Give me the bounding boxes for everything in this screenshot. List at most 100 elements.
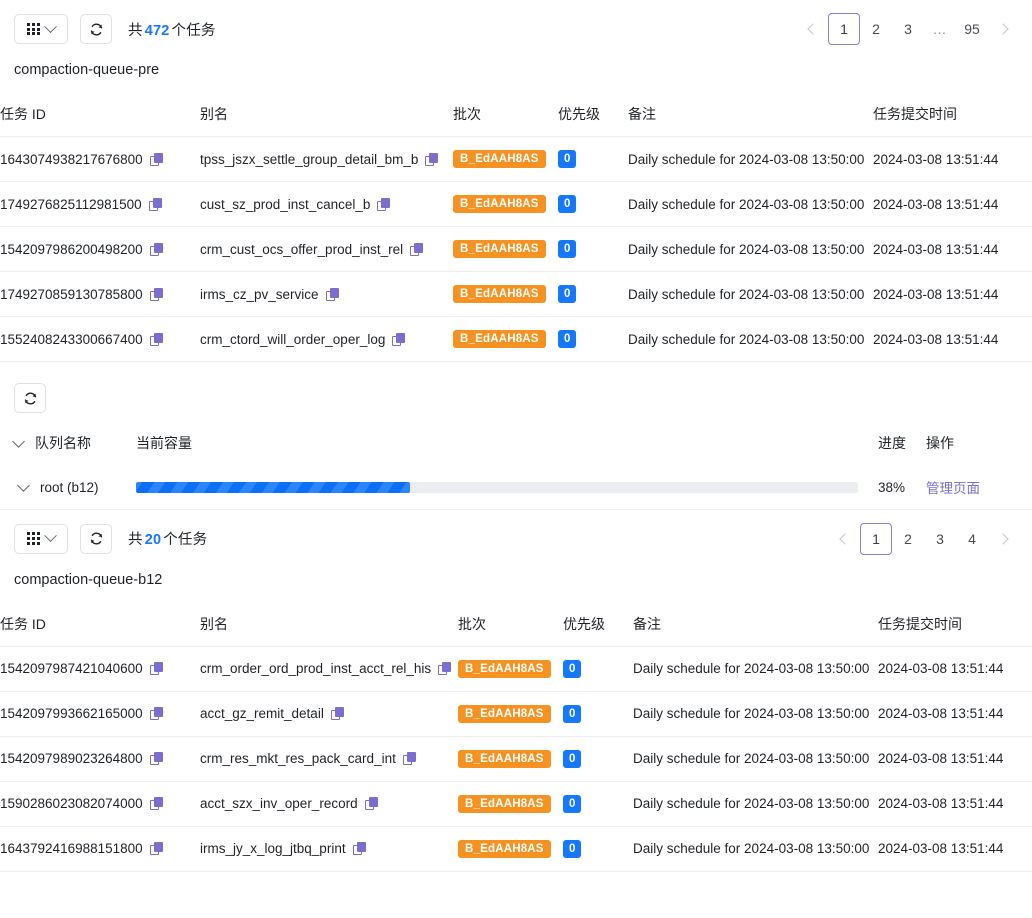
copy-icon[interactable] — [148, 197, 162, 211]
pagination-prev-button[interactable] — [830, 523, 860, 555]
bottom-toolbar: 共 20 个任务 1 2 3 4 — [0, 510, 1032, 568]
table-header-row: 任务 ID 别名 批次 优先级 备注 任务提交时间 — [0, 94, 1032, 137]
pagination-ellipsis[interactable]: … — [932, 21, 948, 37]
queue-progress-label: 38% — [878, 479, 906, 495]
priority-badge: 0 — [558, 195, 577, 213]
copy-icon[interactable] — [425, 152, 439, 166]
priority-badge: 0 — [563, 749, 582, 768]
cell-remark: Daily schedule for 2024-03-08 13:50:00 — [633, 645, 878, 691]
cell-task-id: 1643074938217676800 — [0, 151, 143, 167]
copy-icon[interactable] — [149, 707, 163, 720]
bottom-queue-caption: compaction-queue-b12 — [14, 571, 163, 588]
cell-submit-time: 2024-03-08 13:51:44 — [878, 690, 1032, 736]
cell-alias: crm_ctord_will_order_oper_log — [200, 331, 386, 347]
refresh-button[interactable] — [80, 14, 112, 44]
cell-alias: crm_res_mkt_res_pack_card_int — [200, 751, 396, 766]
copy-icon[interactable] — [149, 287, 163, 301]
cell-task-id: 1643792416988151800 — [0, 841, 143, 856]
column-settings-button[interactable] — [14, 14, 68, 44]
copy-icon[interactable] — [402, 752, 416, 765]
copy-icon[interactable] — [325, 287, 339, 301]
table-row[interactable]: 1749276825112981500 cust_sz_prod_inst_ca… — [0, 181, 1032, 227]
pagination-next-button[interactable] — [988, 13, 1018, 45]
pagination-page-95[interactable]: 95 — [964, 21, 980, 37]
count-prefix: 共 — [128, 532, 143, 548]
copy-icon[interactable] — [149, 797, 163, 810]
table-row[interactable]: 1542097989023264800 crm_res_mkt_res_pack… — [0, 735, 1032, 781]
table-row[interactable]: 1590286023082074000 acct_szx_inv_oper_re… — [0, 780, 1032, 826]
queue-manage-link[interactable]: 管理页面 — [926, 481, 980, 497]
top-task-table: 任务 ID 别名 批次 优先级 备注 任务提交时间 16430749382176… — [0, 94, 1032, 362]
table-row[interactable]: 1542097993662165000 acct_gz_remit_detail… — [0, 690, 1032, 736]
copy-icon[interactable] — [330, 707, 344, 720]
batch-badge: B_EdAAH8AS — [458, 749, 551, 768]
queue-capacity-cell — [136, 466, 878, 510]
chevron-left-icon — [839, 532, 851, 545]
cell-alias: crm_cust_ocs_offer_prod_inst_rel — [200, 241, 404, 257]
refresh-icon — [24, 391, 36, 405]
pagination-page-1[interactable]: 1 — [860, 522, 892, 555]
pagination-page-4[interactable]: 4 — [968, 530, 976, 547]
pagination-next-button[interactable] — [988, 523, 1018, 555]
cell-task-id: 1542097986200498200 — [0, 241, 143, 257]
table-row[interactable]: 1643792416988151800 irms_jy_x_log_jtbq_p… — [0, 825, 1032, 872]
table-row[interactable]: 1749270859130785800 irms_cz_pv_service B… — [0, 271, 1032, 317]
copy-icon[interactable] — [149, 152, 163, 166]
priority-badge: 0 — [558, 330, 577, 348]
copy-icon[interactable] — [149, 332, 163, 346]
count-value: 20 — [144, 532, 162, 548]
pagination-page-2[interactable]: 2 — [872, 21, 880, 37]
table-row[interactable]: 1552408243300667400 crm_ctord_will_order… — [0, 316, 1032, 362]
copy-icon[interactable] — [149, 752, 163, 765]
cell-submit-time: 2024-03-08 13:51:44 — [878, 825, 1032, 872]
pagination-prev-button[interactable] — [798, 13, 828, 45]
chevron-right-icon — [997, 23, 1009, 35]
table-row[interactable]: 1542097986200498200 crm_cust_ocs_offer_p… — [0, 226, 1032, 272]
cell-task-id: 1542097989023264800 — [0, 751, 143, 766]
chevron-down-icon[interactable] — [12, 435, 25, 448]
pagination-page-3[interactable]: 3 — [904, 21, 912, 37]
column-settings-button[interactable] — [14, 523, 68, 554]
cell-remark: Daily schedule for 2024-03-08 13:50:00 — [628, 226, 873, 272]
copy-icon[interactable] — [392, 332, 406, 346]
pagination-page-3[interactable]: 3 — [936, 530, 944, 547]
cell-alias: tpss_jszx_settle_group_detail_bm_b — [200, 151, 419, 167]
batch-badge: B_EdAAH8AS — [458, 839, 551, 858]
queue-section: 队列名称 当前容量 进度 操作 root (b12) — [0, 362, 1032, 510]
count-suffix: 个任务 — [163, 532, 208, 548]
copy-icon[interactable] — [149, 242, 163, 256]
copy-icon[interactable] — [364, 797, 378, 810]
queue-refresh-button[interactable] — [14, 383, 46, 413]
queue-row[interactable]: root (b12) 38% 管理页面 — [0, 466, 1032, 510]
copy-icon[interactable] — [377, 197, 391, 211]
copy-icon[interactable] — [149, 662, 163, 675]
capacity-progress-bar — [136, 481, 858, 493]
queue-column-header-capacity: 当前容量 — [136, 435, 192, 451]
table-row[interactable]: 1542097987421040600 crm_order_ord_prod_i… — [0, 645, 1032, 691]
pagination-page-2[interactable]: 2 — [904, 530, 912, 547]
column-header-alias: 别名 — [200, 106, 228, 122]
cell-task-id: 1542097993662165000 — [0, 706, 143, 721]
batch-badge: B_EdAAH8AS — [453, 285, 546, 303]
copy-icon[interactable] — [410, 242, 424, 256]
cell-submit-time: 2024-03-08 13:51:44 — [873, 271, 1032, 317]
top-pagination: 1 2 3 … 95 — [798, 13, 1018, 45]
cell-task-id: 1749276825112981500 — [0, 196, 142, 212]
priority-badge: 0 — [563, 659, 582, 678]
grid-icon — [27, 22, 40, 36]
column-header-alias: 别名 — [200, 615, 228, 632]
chevron-down-icon[interactable] — [17, 478, 30, 492]
column-header-priority: 优先级 — [558, 106, 600, 122]
copy-icon[interactable] — [352, 842, 366, 855]
copy-icon[interactable] — [149, 842, 163, 855]
refresh-button[interactable] — [80, 523, 112, 554]
cell-remark: Daily schedule for 2024-03-08 13:50:00 — [633, 690, 878, 736]
table-row[interactable]: 1643074938217676800 tpss_jszx_settle_gro… — [0, 136, 1032, 182]
count-value: 472 — [144, 22, 170, 39]
pagination-page-1[interactable]: 1 — [828, 13, 860, 45]
cell-submit-time: 2024-03-08 13:51:44 — [878, 645, 1032, 691]
column-header-submit-time: 任务提交时间 — [873, 106, 957, 122]
capacity-progress-fill — [136, 481, 411, 493]
batch-badge: B_EdAAH8AS — [453, 150, 546, 168]
copy-icon[interactable] — [438, 662, 452, 675]
